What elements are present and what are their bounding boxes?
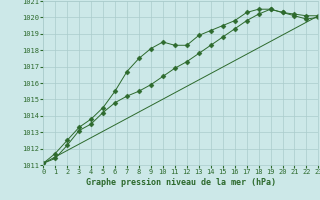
X-axis label: Graphe pression niveau de la mer (hPa): Graphe pression niveau de la mer (hPa)	[86, 178, 276, 187]
